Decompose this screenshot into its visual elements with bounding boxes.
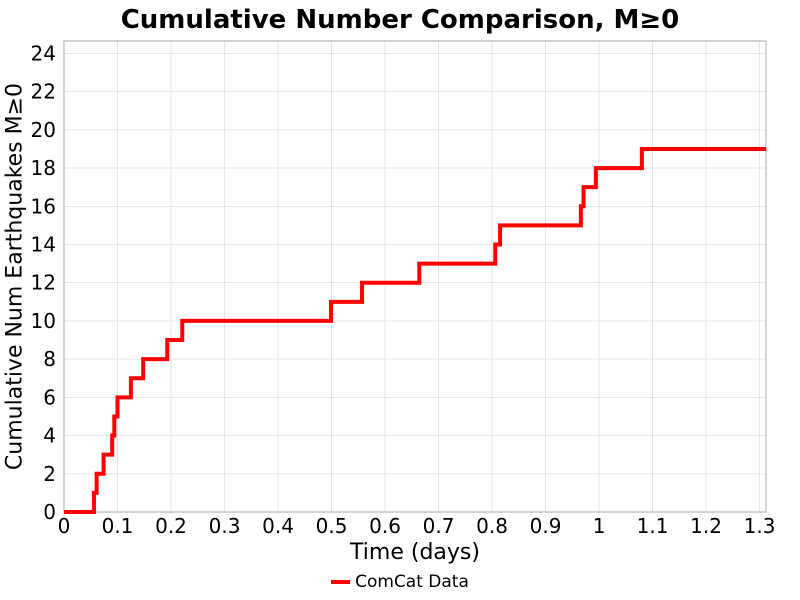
y-tick-label: 10: [31, 309, 56, 333]
x-tick-label: 0.6: [369, 514, 401, 538]
y-tick-label: 22: [31, 80, 56, 104]
x-tick-label: 1: [593, 514, 606, 538]
x-tick-label: 0.7: [423, 514, 455, 538]
legend-label: ComCat Data: [355, 572, 469, 592]
y-tick-label: 4: [43, 424, 56, 448]
x-tick-label: 0: [58, 514, 71, 538]
data-series-line: [64, 146, 766, 514]
y-tick-label: 6: [43, 385, 56, 409]
x-tick-label: 0.9: [530, 514, 562, 538]
x-tick-label: 0.5: [316, 514, 348, 538]
x-tick-label: 1.3: [744, 514, 776, 538]
x-tick-label: 0.2: [155, 514, 187, 538]
y-tick-label: 20: [31, 118, 56, 142]
y-tick-label: 2: [43, 462, 56, 486]
y-tick-label: 0: [43, 500, 56, 524]
y-tick-label: 24: [31, 41, 56, 65]
y-tick-label: 8: [43, 347, 56, 371]
plot-border: [63, 40, 767, 513]
legend: ComCat Data: [0, 572, 800, 592]
y-tick-label: 12: [31, 271, 56, 295]
y-tick-label: 16: [31, 194, 56, 218]
y-tick-label: 14: [31, 232, 56, 256]
x-tick-label: 0.3: [209, 514, 241, 538]
legend-line-icon: [331, 580, 351, 584]
x-tick-label: 0.4: [262, 514, 294, 538]
y-tick-label: 18: [31, 156, 56, 180]
x-tick-label: 1.1: [637, 514, 669, 538]
x-tick-label: 1.2: [690, 514, 722, 538]
x-tick-label: 0.1: [102, 514, 134, 538]
x-axis-label: Time (days): [350, 540, 480, 565]
x-tick-label: 0.8: [476, 514, 508, 538]
chart-title: Cumulative Number Comparison, M≥0: [120, 5, 680, 35]
